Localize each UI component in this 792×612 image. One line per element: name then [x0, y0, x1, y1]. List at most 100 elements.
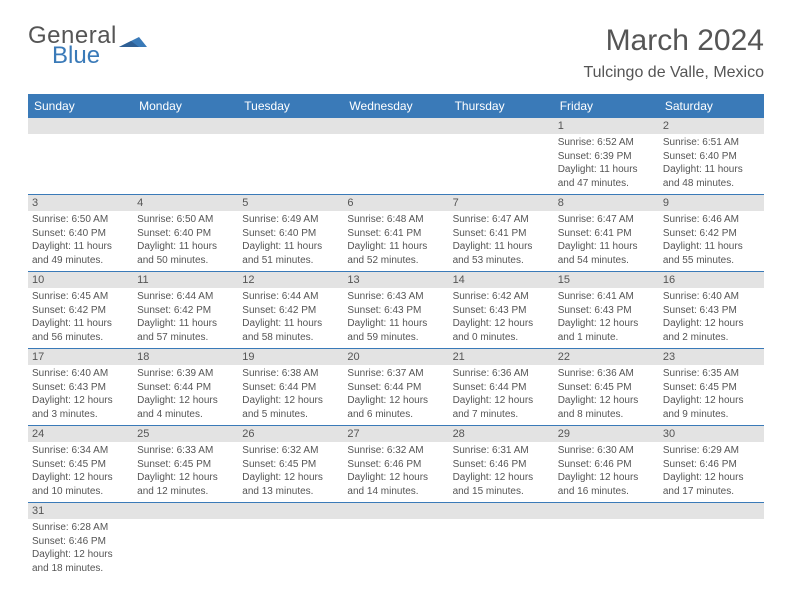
sunrise-text: Sunrise: 6:32 AM	[347, 444, 444, 458]
day-cell: Sunrise: 6:28 AMSunset: 6:46 PMDaylight:…	[28, 519, 133, 579]
daylight-text: Daylight: 12 hours and 16 minutes.	[558, 471, 655, 498]
daylight-text: Daylight: 12 hours and 5 minutes.	[242, 394, 339, 421]
title-block: March 2024 Tulcingo de Valle, Mexico	[583, 24, 764, 82]
day-cell: Sunrise: 6:32 AMSunset: 6:45 PMDaylight:…	[238, 442, 343, 502]
daylight-text: Daylight: 11 hours and 48 minutes.	[663, 163, 760, 190]
sunset-text: Sunset: 6:41 PM	[558, 227, 655, 241]
location: Tulcingo de Valle, Mexico	[583, 64, 764, 82]
day-cell: Sunrise: 6:38 AMSunset: 6:44 PMDaylight:…	[238, 365, 343, 425]
sunset-text: Sunset: 6:42 PM	[137, 304, 234, 318]
day-cell	[554, 519, 659, 579]
daylight-text: Daylight: 11 hours and 50 minutes.	[137, 240, 234, 267]
sunrise-text: Sunrise: 6:52 AM	[558, 136, 655, 150]
daylight-text: Daylight: 11 hours and 52 minutes.	[347, 240, 444, 267]
daylight-text: Daylight: 12 hours and 17 minutes.	[663, 471, 760, 498]
day-number: 22	[554, 349, 659, 365]
day-cell	[659, 519, 764, 579]
day-number: 18	[133, 349, 238, 365]
sunrise-text: Sunrise: 6:51 AM	[663, 136, 760, 150]
sunrise-text: Sunrise: 6:48 AM	[347, 213, 444, 227]
daynum-row: 12	[28, 118, 764, 134]
sunrise-text: Sunrise: 6:29 AM	[663, 444, 760, 458]
daylight-text: Daylight: 12 hours and 13 minutes.	[242, 471, 339, 498]
daylight-text: Daylight: 12 hours and 0 minutes.	[453, 317, 550, 344]
day-number: 27	[343, 426, 448, 442]
sunrise-text: Sunrise: 6:31 AM	[453, 444, 550, 458]
sunrise-text: Sunrise: 6:34 AM	[32, 444, 129, 458]
sunset-text: Sunset: 6:39 PM	[558, 150, 655, 164]
day-number: 23	[659, 349, 764, 365]
sunrise-text: Sunrise: 6:43 AM	[347, 290, 444, 304]
day-cell	[343, 519, 448, 579]
daynum-row: 3456789	[28, 195, 764, 211]
day-number: 1	[554, 118, 659, 134]
weekday-header: Wednesday	[343, 94, 448, 118]
logo: General Blue	[28, 24, 147, 68]
daylight-text: Daylight: 11 hours and 55 minutes.	[663, 240, 760, 267]
day-number: 6	[343, 195, 448, 211]
day-number: 26	[238, 426, 343, 442]
sunset-text: Sunset: 6:40 PM	[32, 227, 129, 241]
day-number	[238, 503, 343, 519]
sunset-text: Sunset: 6:44 PM	[242, 381, 339, 395]
sunrise-text: Sunrise: 6:50 AM	[32, 213, 129, 227]
sunrise-text: Sunrise: 6:46 AM	[663, 213, 760, 227]
sunrise-text: Sunrise: 6:38 AM	[242, 367, 339, 381]
day-cell	[133, 519, 238, 579]
week-row: Sunrise: 6:45 AM Sunset: 6:42 PM Daylight:…	[28, 288, 764, 349]
day-number	[343, 118, 448, 134]
day-cell: Sunrise: 6:45 AMSunset: 6:42 PMDaylight:…	[28, 288, 133, 348]
day-cell: Sunrise: 6:47 AMSunset: 6:41 PMDaylight:…	[554, 211, 659, 271]
sunrise-text: Sunrise: 6:42 AM	[453, 290, 550, 304]
day-cell: Sunrise: 6:30 AMSunset: 6:46 PMDaylight:…	[554, 442, 659, 502]
day-cell: Sunrise: 6:40 AMSunset: 6:43 PMDaylight:…	[659, 288, 764, 348]
day-cell: Sunrise: 6:34 AMSunset: 6:45 PMDaylight:…	[28, 442, 133, 502]
sunset-text: Sunset: 6:46 PM	[663, 458, 760, 472]
sunset-text: Sunset: 6:43 PM	[32, 381, 129, 395]
daylight-text: Daylight: 11 hours and 51 minutes.	[242, 240, 339, 267]
day-number	[238, 118, 343, 134]
day-cell: Sunrise: 6:48 AMSunset: 6:41 PMDaylight:…	[343, 211, 448, 271]
weekday-header: Saturday	[659, 94, 764, 118]
sunrise-text: Sunrise: 6:40 AM	[663, 290, 760, 304]
day-cell: Sunrise: 6:31 AMSunset: 6:46 PMDaylight:…	[449, 442, 554, 502]
sunset-text: Sunset: 6:45 PM	[32, 458, 129, 472]
week-row: Sunrise: 6:28 AMSunset: 6:46 PMDaylight:…	[28, 519, 764, 579]
sunset-text: Sunset: 6:40 PM	[137, 227, 234, 241]
day-number: 2	[659, 118, 764, 134]
weekday-header: Thursday	[449, 94, 554, 118]
day-cell: Sunrise: 6:51 AMSunset: 6:40 PMDaylight:…	[659, 134, 764, 194]
sunset-text: Sunset: 6:46 PM	[558, 458, 655, 472]
day-number: 19	[238, 349, 343, 365]
sunrise-text: Sunrise: 6:45 AM	[32, 290, 129, 304]
daylight-text: Daylight: 12 hours and 2 minutes.	[663, 317, 760, 344]
day-number: 20	[343, 349, 448, 365]
daynum-row: 10111213141516	[28, 272, 764, 288]
daylight-text: Daylight: 11 hours and 49 minutes.	[32, 240, 129, 267]
day-cell	[238, 134, 343, 194]
daylight-text: Daylight: 11 hours and 56 minutes.	[32, 317, 129, 344]
day-cell: Sunrise: 6:46 AMSunset: 6:42 PMDaylight:…	[659, 211, 764, 271]
sunset-text: Sunset: 6:46 PM	[347, 458, 444, 472]
day-cell: Sunrise: 6:47 AMSunset: 6:41 PMDaylight:…	[449, 211, 554, 271]
sunrise-text: Sunrise: 6:30 AM	[558, 444, 655, 458]
day-cell: Sunrise: 6:52 AMSunset: 6:39 PMDaylight:…	[554, 134, 659, 194]
daylight-text: Daylight: 12 hours and 12 minutes.	[137, 471, 234, 498]
sunset-text: Sunset: 6:45 PM	[663, 381, 760, 395]
day-cell: Sunrise: 6:43 AMSunset: 6:43 PMDaylight:…	[343, 288, 448, 348]
day-number: 14	[449, 272, 554, 288]
day-cell: Sunrise: 6:39 AMSunset: 6:44 PMDaylight:…	[133, 365, 238, 425]
week-row: Sunrise: 6:52 AMSunset: 6:39 PM Daylight:…	[28, 134, 764, 195]
day-number: 17	[28, 349, 133, 365]
sunset-text: Sunset: 6:46 PM	[32, 535, 129, 549]
day-number	[659, 503, 764, 519]
weekday-header: Sunday	[28, 94, 133, 118]
daynum-row: 31	[28, 503, 764, 519]
day-cell: Sunrise: 6:35 AMSunset: 6:45 PMDaylight:…	[659, 365, 764, 425]
sunrise-text: Sunrise: 6:28 AM	[32, 521, 129, 535]
sunrise-text: Sunrise: 6:32 AM	[242, 444, 339, 458]
daynum-row: 24252627282930	[28, 426, 764, 442]
day-number: 28	[449, 426, 554, 442]
sunset-text: Sunset: 6:43 PM	[558, 304, 655, 318]
day-number: 21	[449, 349, 554, 365]
